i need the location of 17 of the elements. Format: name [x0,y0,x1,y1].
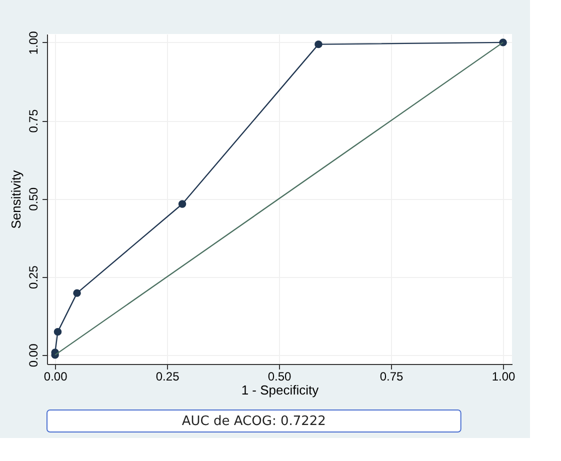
x-tick-label: 0.75 [380,370,404,384]
y-axis-title: Sensitivity [8,170,24,229]
x-tick-label: 0.25 [156,370,180,384]
point [178,200,186,208]
x-tick-label: 0.00 [44,370,68,384]
y-tick-label: 1.00 [26,30,40,55]
x-tick-label: 1.00 [492,370,516,384]
x-tick-label: 0.50 [268,370,292,384]
text: AUC de ACOG: 0.7222 [182,414,326,429]
point [54,328,62,336]
y-tick-label: 0.25 [26,265,40,289]
y-tick-label: 0.50 [26,187,40,211]
point [314,40,322,48]
y-tick-label: 0.75 [26,109,40,133]
x-axis-title: 1 - Specificity [241,382,320,398]
point [73,289,81,297]
y-tick-label: 0.00 [26,343,40,368]
